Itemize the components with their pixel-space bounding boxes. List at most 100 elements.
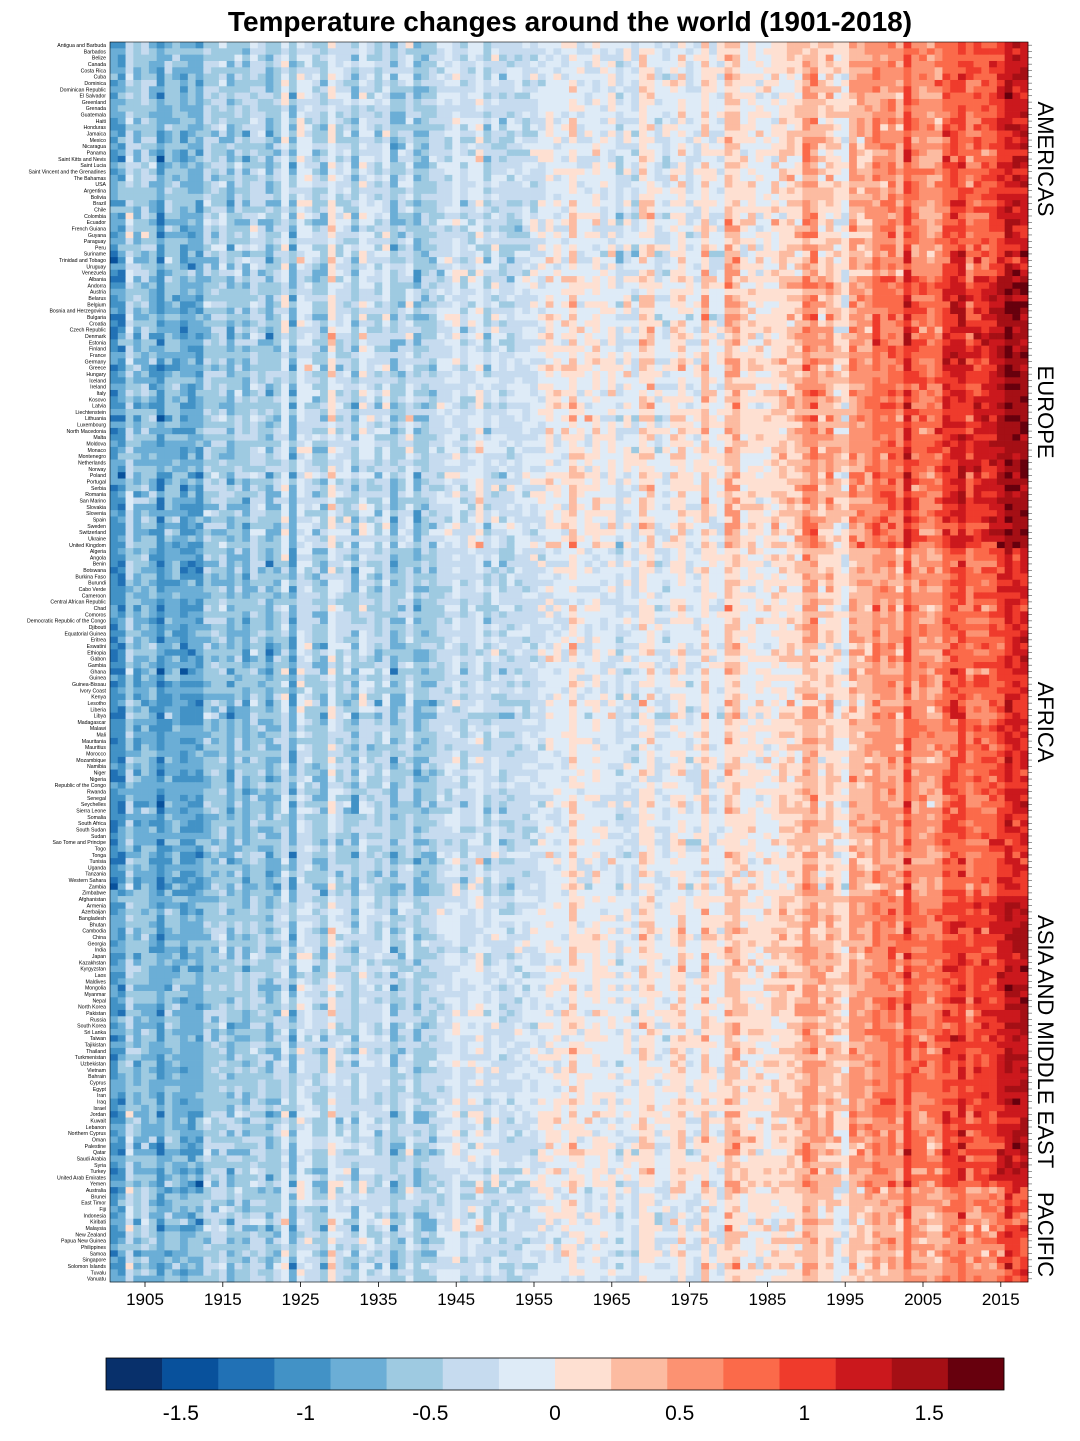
heatmap-cell (818, 86, 826, 93)
heatmap-cell (172, 257, 180, 264)
heatmap-cell (522, 169, 530, 176)
heatmap-cell (771, 232, 779, 239)
heatmap-cell (273, 295, 281, 302)
heatmap-cell (600, 301, 608, 308)
heatmap-cell (141, 143, 149, 150)
heatmap-cell (273, 124, 281, 131)
heatmap-cell (382, 55, 390, 62)
heatmap-cell (546, 48, 554, 55)
heatmap-cell (935, 301, 943, 308)
heatmap-cell (1005, 301, 1013, 308)
heatmap-cell (110, 244, 118, 251)
heatmap-cell (110, 112, 118, 119)
heatmap-cell (911, 150, 919, 157)
heatmap-cell (872, 225, 880, 232)
heatmap-cell (367, 137, 375, 144)
heatmap-cell (203, 282, 211, 289)
heatmap-cell (522, 99, 530, 106)
heatmap-cell (857, 289, 865, 296)
heatmap-cell (1005, 42, 1013, 49)
heatmap-cell (849, 162, 857, 169)
heatmap-cell (872, 105, 880, 112)
heatmap-cell (367, 61, 375, 68)
heatmap-cell (343, 124, 351, 131)
heatmap-cell (141, 181, 149, 188)
heatmap-cell (413, 67, 421, 74)
heatmap-cell (841, 55, 849, 62)
heatmap-cell (950, 188, 958, 195)
heatmap-cell (857, 112, 865, 119)
heatmap-cell (266, 74, 274, 81)
heatmap-cell (779, 181, 787, 188)
heatmap-cell (398, 169, 406, 176)
heatmap-cell (445, 131, 453, 138)
heatmap-cell (911, 238, 919, 245)
heatmap-cell (709, 276, 717, 283)
heatmap-cell (802, 219, 810, 226)
heatmap-cell (888, 74, 896, 81)
heatmap-cell (126, 131, 134, 138)
heatmap-cell (989, 162, 997, 169)
heatmap-cell (981, 188, 989, 195)
heatmap-cell (382, 301, 390, 308)
heatmap-cell (655, 93, 663, 100)
heatmap-cell (390, 150, 398, 157)
heatmap-cell (515, 200, 523, 207)
heatmap-cell (592, 67, 600, 74)
heatmap-cell (701, 150, 709, 157)
heatmap-cell (499, 257, 507, 264)
heatmap-cell (522, 206, 530, 213)
heatmap-cell (476, 67, 484, 74)
heatmap-cell (834, 225, 842, 232)
heatmap-cell (709, 200, 717, 207)
heatmap-cell (717, 42, 725, 49)
heatmap-cell (157, 289, 165, 296)
heatmap-cell (919, 162, 927, 169)
heatmap-cell (709, 238, 717, 245)
heatmap-cell (841, 124, 849, 131)
heatmap-cell (351, 301, 359, 308)
heatmap-cell (787, 48, 795, 55)
heatmap-cell (942, 118, 950, 125)
heatmap-cell (896, 112, 904, 119)
heatmap-cell (686, 137, 694, 144)
heatmap-cell (763, 219, 771, 226)
heatmap-cell (974, 80, 982, 87)
heatmap-cell (281, 244, 289, 251)
heatmap-cell (281, 93, 289, 100)
heatmap-cell (849, 112, 857, 119)
heatmap-cell (989, 80, 997, 87)
heatmap-cell (709, 150, 717, 157)
heatmap-cell (639, 244, 647, 251)
heatmap-cell (258, 194, 266, 201)
heatmap-cell (608, 257, 616, 264)
heatmap-cell (382, 143, 390, 150)
heatmap-cell (483, 219, 491, 226)
heatmap-cell (359, 80, 367, 87)
heatmap-cell (717, 169, 725, 176)
heatmap-cell (219, 156, 227, 163)
heatmap-cell (304, 93, 312, 100)
heatmap-cell (258, 244, 266, 251)
heatmap-cell (740, 257, 748, 264)
heatmap-cell (281, 137, 289, 144)
heatmap-cell (421, 55, 429, 62)
heatmap-cell (810, 232, 818, 239)
heatmap-cell (522, 93, 530, 100)
heatmap-cell (997, 295, 1005, 302)
heatmap-cell (911, 137, 919, 144)
heatmap-cell (647, 219, 655, 226)
heatmap-cell (164, 67, 172, 74)
heatmap-cell (904, 251, 912, 258)
heatmap-cell (468, 257, 476, 264)
heatmap-cell (133, 194, 141, 201)
heatmap-cell (312, 124, 320, 131)
heatmap-cell (678, 213, 686, 220)
heatmap-cell (507, 137, 515, 144)
heatmap-cell (499, 143, 507, 150)
heatmap-cell (904, 42, 912, 49)
heatmap-cell (336, 162, 344, 169)
heatmap-cell (538, 225, 546, 232)
heatmap-cell (141, 61, 149, 68)
heatmap-cell (911, 118, 919, 125)
